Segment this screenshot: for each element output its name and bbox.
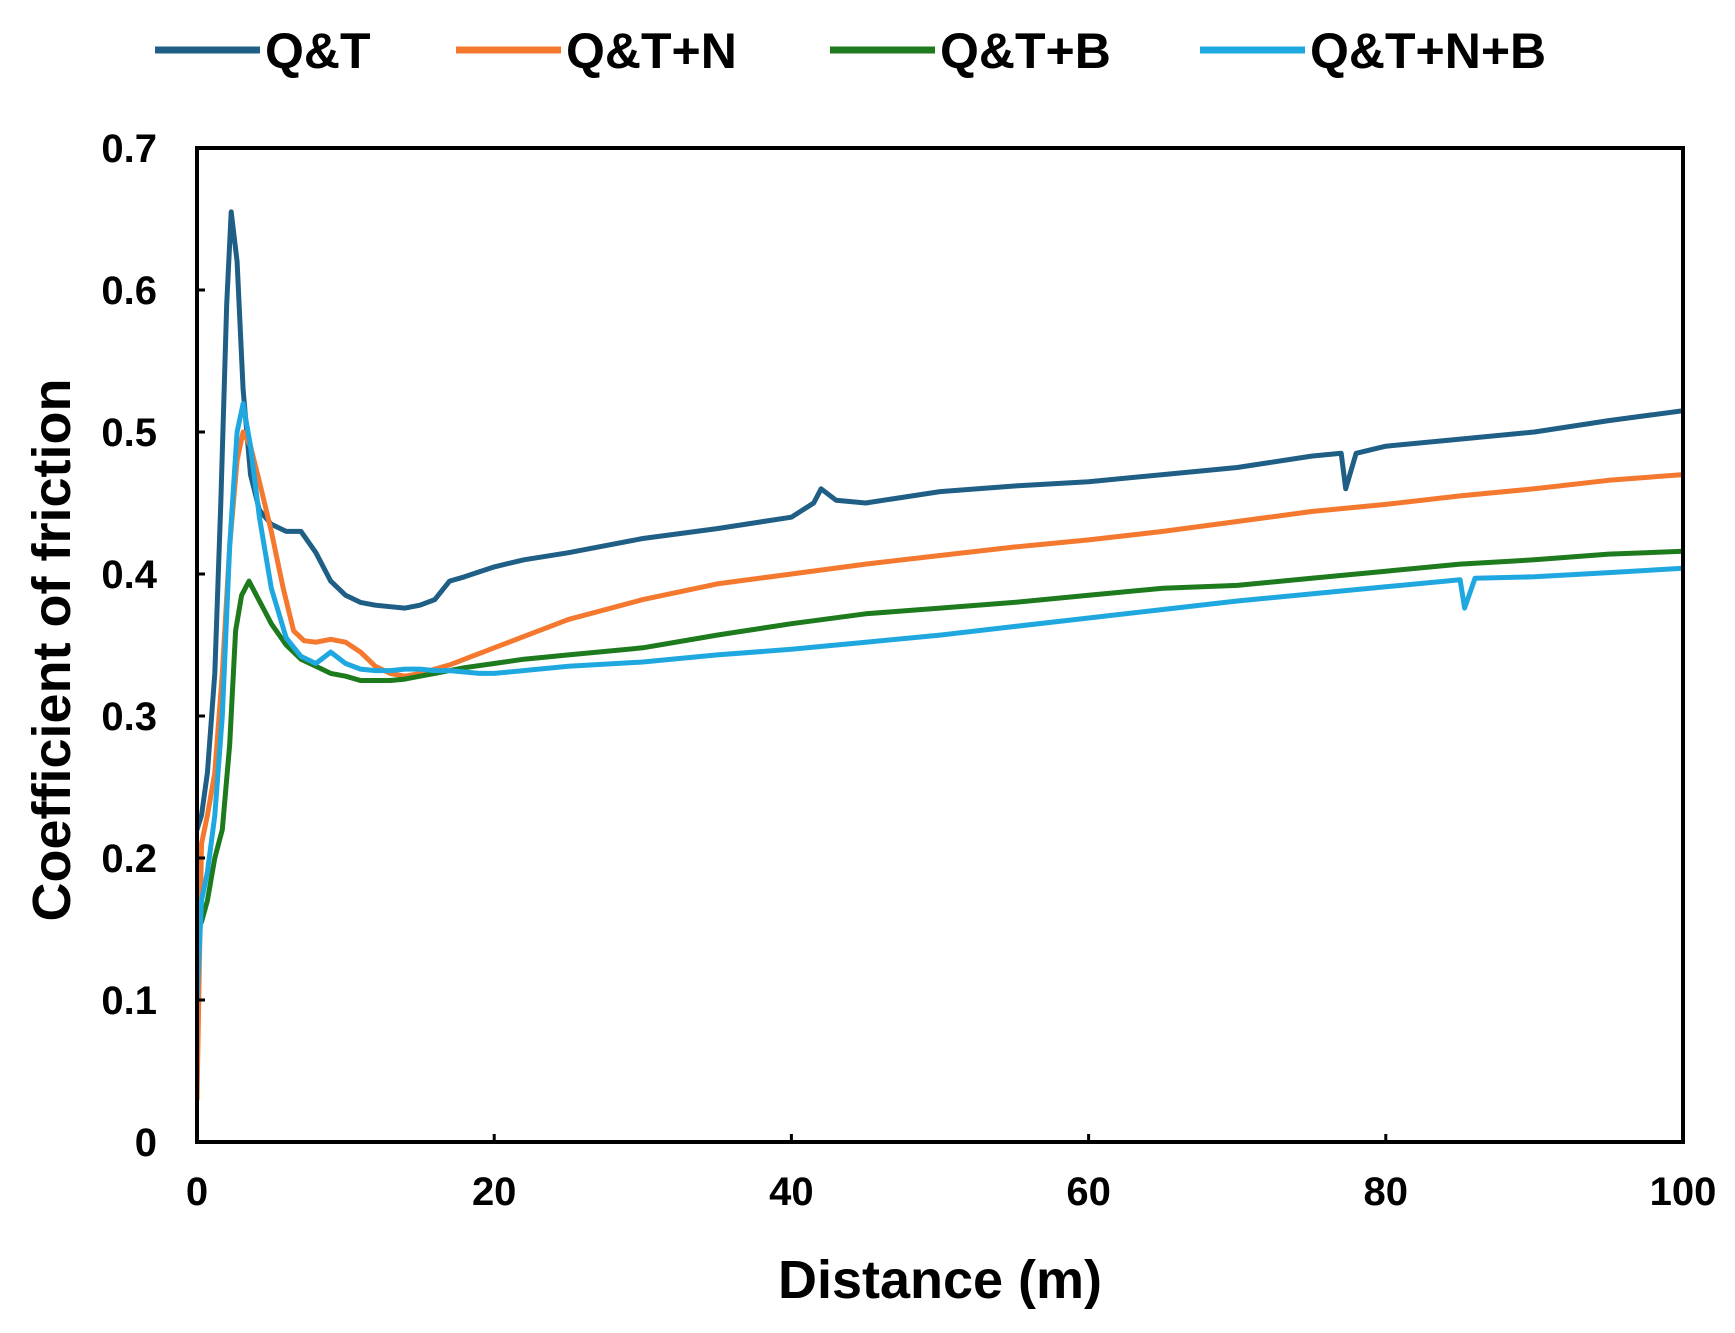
y-tick-label: 0.4: [101, 553, 157, 597]
x-tick-label: 80: [1364, 1170, 1409, 1214]
legend-label-qandt-plus-b: Q&T+B: [940, 23, 1111, 79]
series-line-qandt-plus-b: [197, 548, 1683, 932]
y-tick-label: 0.6: [101, 269, 157, 313]
x-tick-label: 20: [472, 1170, 517, 1214]
y-tick-label: 0: [135, 1121, 157, 1165]
x-axis-title: Distance (m): [778, 1250, 1102, 1310]
series-line-qandt: [197, 209, 1683, 833]
series-line-qandt-plus-n: [197, 429, 1683, 1102]
plot-area-frame: [195, 146, 1685, 1144]
y-tick-label: 0.7: [101, 127, 157, 171]
legend-label-qandt: Q&T: [265, 23, 371, 79]
y-axis-title: Coefficient of friction: [22, 379, 82, 922]
x-tick-label: 0: [186, 1170, 208, 1214]
legend-label-qandt-plus-n-plus-b: Q&T+N+B: [1310, 23, 1546, 79]
y-tick-label: 0.5: [101, 411, 157, 455]
y-axis-ticks: 0 0.1 0.2 0.3 0.4 0.5 0.6 0.7: [101, 127, 205, 1165]
series-line-qandt-plus-n-plus-b: [197, 401, 1683, 1003]
series-lines: [197, 209, 1683, 1102]
x-tick-label: 100: [1650, 1170, 1717, 1214]
legend: Q&T Q&T+N Q&T+B Q&T+N+B: [155, 23, 1546, 79]
x-axis-ticks: 0 20 40 60 80 100: [186, 1134, 1717, 1214]
x-tick-label: 40: [769, 1170, 814, 1214]
y-tick-label: 0.2: [101, 837, 157, 881]
y-tick-label: 0.3: [101, 695, 157, 739]
legend-label-qandt-plus-n: Q&T+N: [566, 23, 737, 79]
x-tick-label: 60: [1066, 1170, 1111, 1214]
y-tick-label: 0.1: [101, 979, 157, 1023]
